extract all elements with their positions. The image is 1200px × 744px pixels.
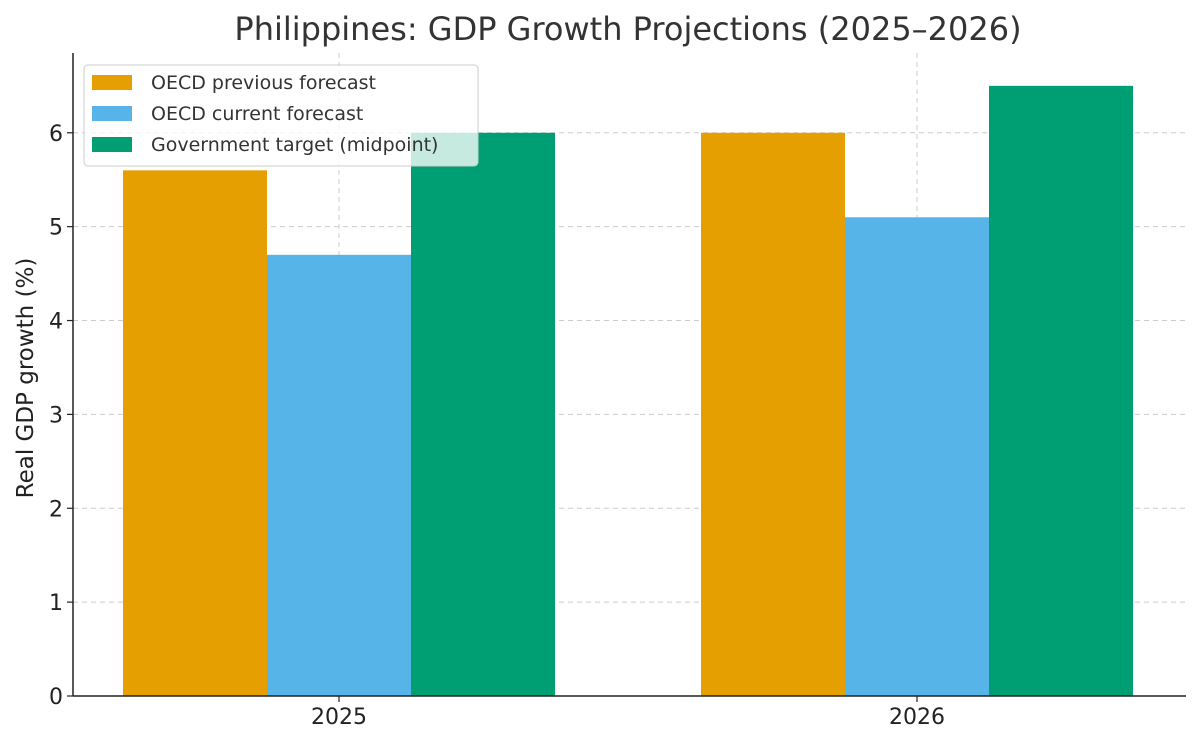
bar-government-target-midpoint-2025 — [411, 132, 555, 696]
bar-oecd-previous-forecast-2025 — [123, 170, 267, 697]
x-tick-label: 2026 — [889, 705, 945, 730]
bar-government-target-midpoint-2026 — [989, 85, 1133, 697]
y-tick-label: 4 — [49, 310, 63, 335]
chart-title: Philippines: GDP Growth Projections (202… — [234, 10, 1021, 48]
y-tick-label: 0 — [49, 685, 63, 710]
legend-swatch — [92, 106, 132, 121]
legend-box — [83, 64, 479, 167]
y-tick-label: 2 — [49, 497, 63, 522]
x-tick-label: 2025 — [311, 705, 367, 730]
y-tick-label: 1 — [49, 591, 63, 616]
bars — [123, 85, 1133, 697]
bar-oecd-current-forecast-2026 — [845, 217, 989, 696]
bar-oecd-previous-forecast-2026 — [701, 132, 845, 696]
legend-label: OECD previous forecast — [151, 72, 376, 94]
legend: OECD previous forecast OECD current forec… — [83, 64, 479, 167]
axes — [67, 53, 1186, 702]
legend-swatch — [92, 75, 132, 90]
legend-label: Government target (midpoint) — [151, 134, 438, 156]
y-tick-label: 3 — [49, 403, 63, 428]
tick-labels: 0 1 2 3 4 5 6 2025 2026 — [49, 122, 945, 730]
y-tick-label: 6 — [49, 122, 63, 147]
bar-oecd-current-forecast-2025 — [267, 254, 411, 697]
y-axis-label: Real GDP growth (%) — [13, 258, 39, 499]
legend-swatch — [92, 137, 132, 152]
y-tick-label: 5 — [49, 216, 63, 241]
legend-label: OECD current forecast — [151, 103, 363, 125]
